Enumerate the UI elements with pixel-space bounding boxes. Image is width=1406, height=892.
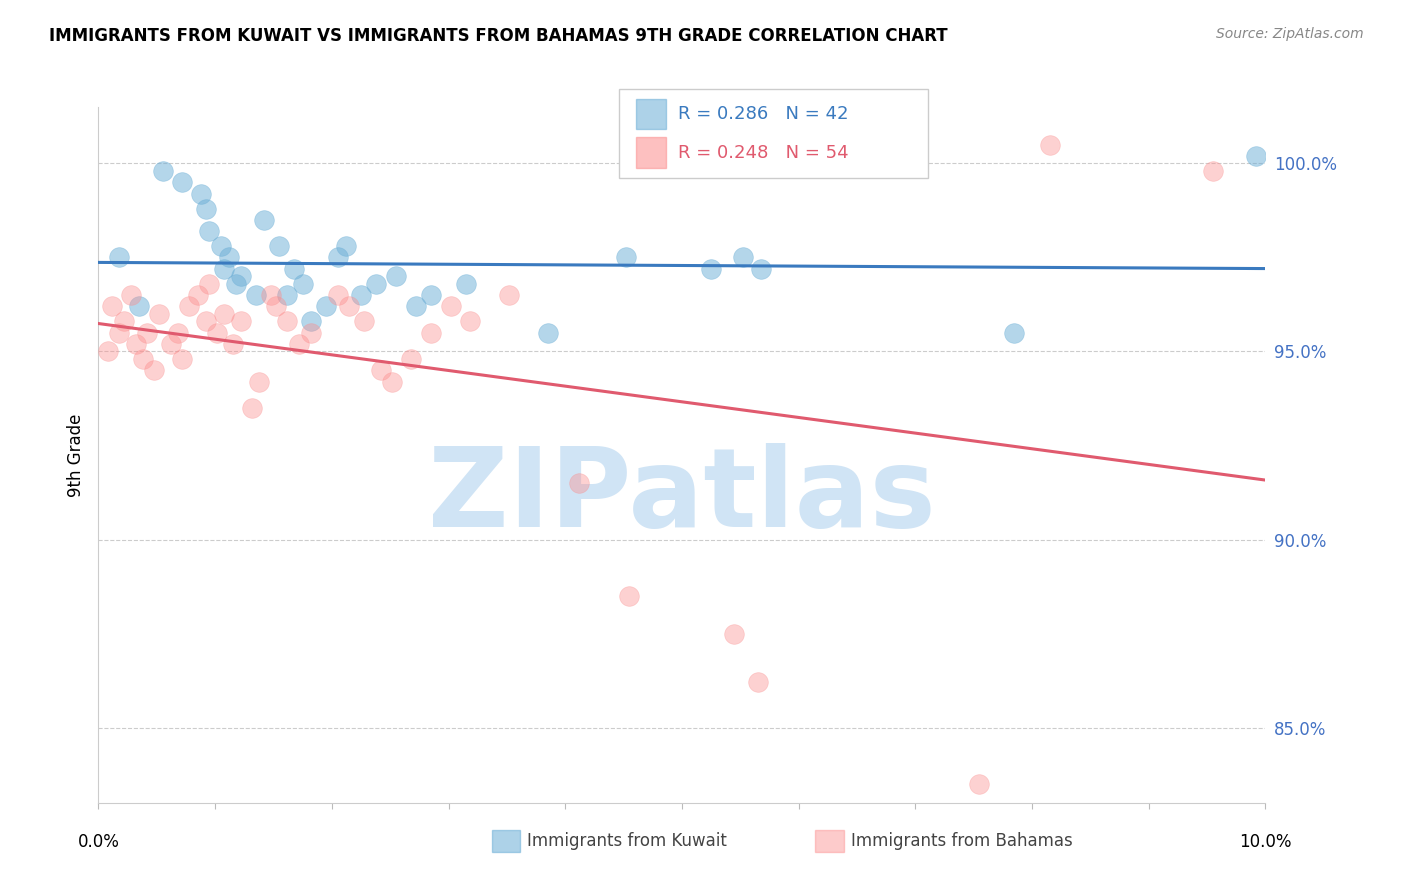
- Point: [128, 299, 150, 313]
- Point: [731, 251, 754, 265]
- Text: Immigrants from Kuwait: Immigrants from Kuwait: [527, 832, 727, 850]
- Point: [194, 314, 217, 328]
- Point: [221, 337, 243, 351]
- Point: [723, 626, 745, 640]
- Point: [225, 277, 247, 291]
- Point: [458, 314, 481, 328]
- Point: [370, 363, 392, 377]
- Point: [218, 251, 240, 265]
- Point: [337, 299, 360, 313]
- Point: [747, 675, 769, 690]
- Point: [315, 299, 337, 313]
- Text: Source: ZipAtlas.com: Source: ZipAtlas.com: [1216, 27, 1364, 41]
- Point: [245, 288, 267, 302]
- Point: [454, 277, 477, 291]
- Point: [291, 277, 314, 291]
- Point: [326, 251, 349, 265]
- Text: 10.0%: 10.0%: [1239, 833, 1292, 851]
- Text: IMMIGRANTS FROM KUWAIT VS IMMIGRANTS FROM BAHAMAS 9TH GRADE CORRELATION CHART: IMMIGRANTS FROM KUWAIT VS IMMIGRANTS FRO…: [49, 27, 948, 45]
- Point: [207, 326, 229, 340]
- Point: [148, 307, 170, 321]
- Point: [619, 589, 641, 603]
- Point: [264, 299, 287, 313]
- Point: [1202, 164, 1225, 178]
- Point: [1038, 137, 1060, 152]
- Point: [498, 288, 520, 302]
- Point: [399, 351, 422, 366]
- Point: [537, 326, 560, 340]
- Point: [132, 351, 155, 366]
- Point: [353, 314, 375, 328]
- Point: [969, 777, 991, 791]
- Point: [198, 224, 221, 238]
- Point: [136, 326, 159, 340]
- Point: [143, 363, 166, 377]
- Point: [249, 375, 271, 389]
- Point: [700, 261, 723, 276]
- Point: [260, 288, 283, 302]
- Point: [366, 277, 388, 291]
- Point: [299, 314, 322, 328]
- Point: [568, 476, 591, 491]
- Point: [253, 212, 276, 227]
- Point: [229, 269, 252, 284]
- Point: [242, 401, 264, 415]
- Point: [190, 186, 212, 201]
- Text: Immigrants from Bahamas: Immigrants from Bahamas: [851, 832, 1073, 850]
- Point: [276, 288, 298, 302]
- Text: 0.0%: 0.0%: [77, 833, 120, 851]
- Point: [108, 251, 131, 265]
- Point: [385, 269, 408, 284]
- Point: [112, 314, 135, 328]
- Point: [214, 261, 236, 276]
- Point: [1004, 326, 1026, 340]
- Text: R = 0.248   N = 54: R = 0.248 N = 54: [678, 144, 848, 161]
- Point: [172, 351, 194, 366]
- Point: [209, 239, 232, 253]
- Point: [108, 326, 131, 340]
- Text: ZIPatlas: ZIPatlas: [427, 443, 936, 550]
- Point: [187, 288, 209, 302]
- Point: [299, 326, 322, 340]
- Point: [420, 326, 443, 340]
- Point: [120, 288, 142, 302]
- Point: [405, 299, 427, 313]
- Point: [614, 251, 637, 265]
- Point: [420, 288, 443, 302]
- Point: [749, 261, 772, 276]
- Point: [288, 337, 311, 351]
- Point: [269, 239, 291, 253]
- Point: [101, 299, 124, 313]
- Point: [326, 288, 349, 302]
- Point: [97, 344, 120, 359]
- Point: [381, 375, 404, 389]
- Point: [166, 326, 188, 340]
- Text: R = 0.286   N = 42: R = 0.286 N = 42: [678, 105, 848, 123]
- Point: [350, 288, 373, 302]
- Point: [214, 307, 236, 321]
- Point: [125, 337, 148, 351]
- Point: [1244, 149, 1267, 163]
- Point: [194, 202, 217, 216]
- Point: [198, 277, 221, 291]
- Point: [335, 239, 357, 253]
- Y-axis label: 9th Grade: 9th Grade: [67, 413, 86, 497]
- Point: [276, 314, 298, 328]
- Point: [440, 299, 463, 313]
- Point: [152, 164, 174, 178]
- Point: [172, 175, 194, 189]
- Point: [229, 314, 252, 328]
- Point: [159, 337, 181, 351]
- Point: [283, 261, 305, 276]
- Point: [179, 299, 201, 313]
